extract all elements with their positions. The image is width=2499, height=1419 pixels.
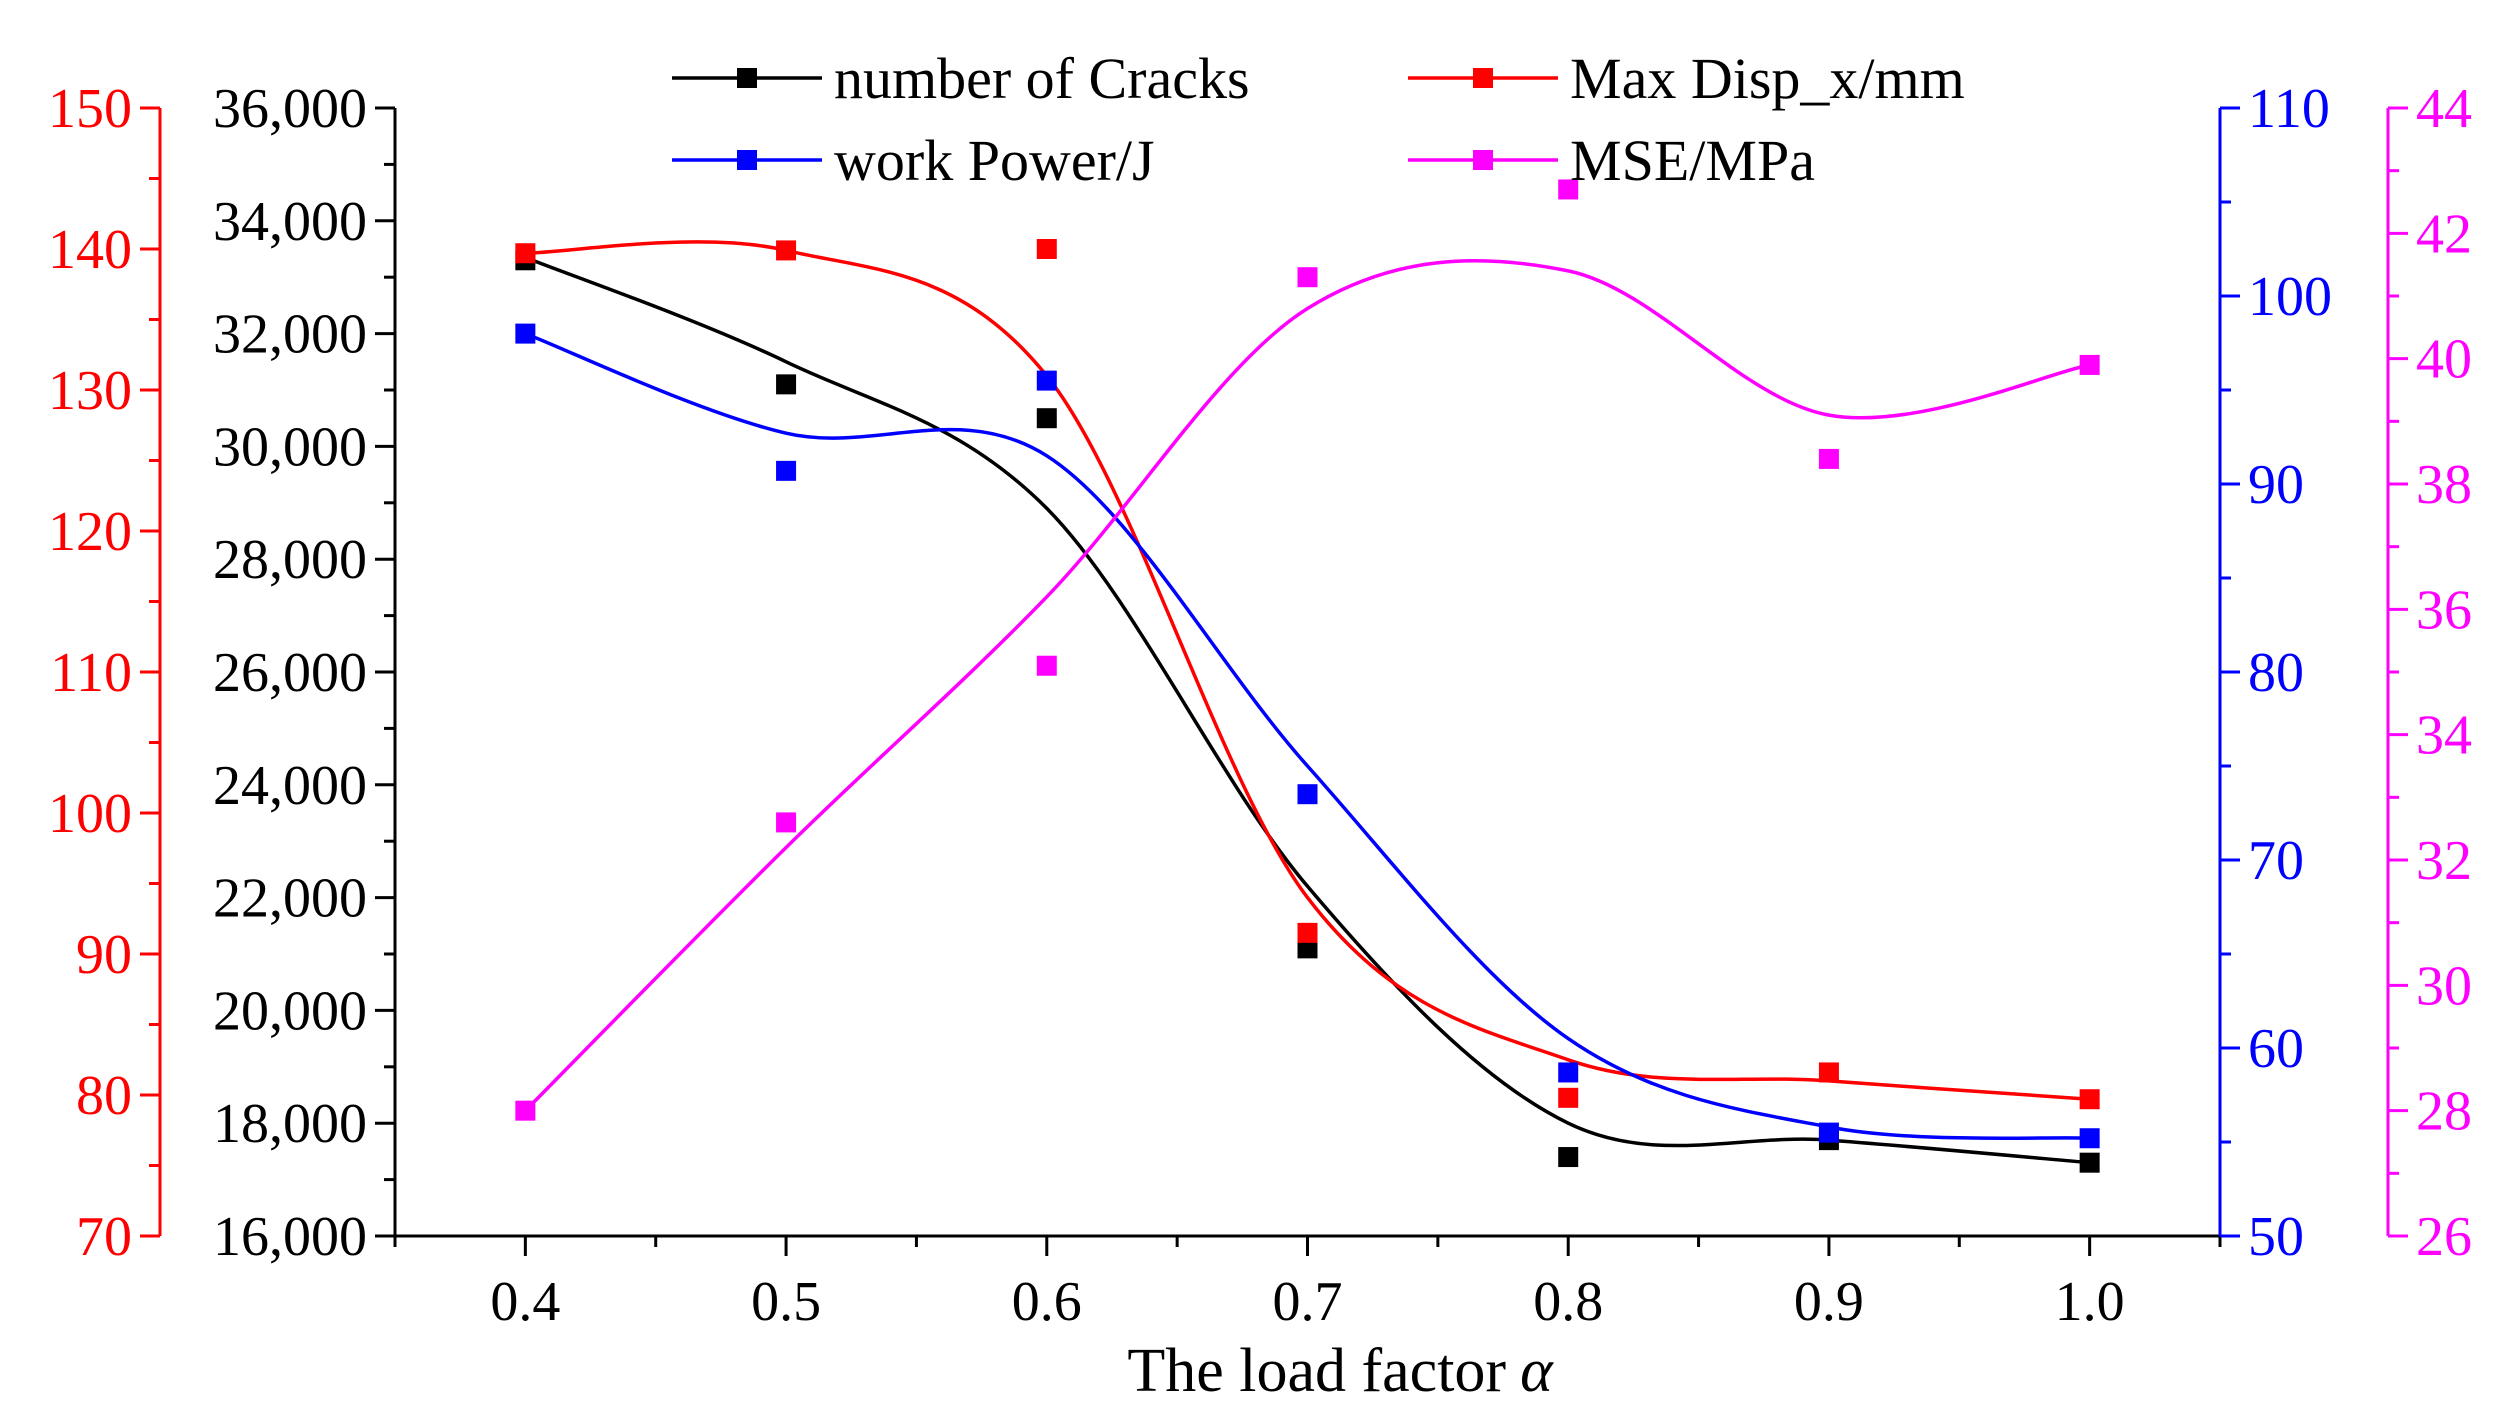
- legend-label-mse: MSE/MPa: [1570, 128, 1815, 193]
- y-tick-label-mse: 32: [2416, 830, 2472, 892]
- y-tick-label-power: 60: [2248, 1018, 2304, 1080]
- data-point-disp: [2079, 1089, 2100, 1110]
- y-tick-label-mse: 40: [2416, 329, 2472, 391]
- fit-line-disp: [525, 240, 2090, 1101]
- data-point-cracks: [1036, 408, 1057, 429]
- x-axis-label: The load factor α: [1127, 1337, 1554, 1405]
- y-tick-label-cracks: 20,000: [213, 980, 367, 1042]
- y-tick-label-mse: 30: [2416, 955, 2472, 1017]
- legend-label-disp: Max Disp_x/mm: [1570, 46, 1965, 111]
- series-layer: [515, 179, 2100, 1173]
- data-point-disp: [1558, 1087, 1579, 1108]
- y-tick-label-cracks: 24,000: [213, 755, 367, 817]
- y-tick-label-power: 110: [2248, 78, 2330, 140]
- x-tick-label: 0.4: [490, 1271, 560, 1333]
- y-tick-label-disp: 70: [76, 1206, 132, 1268]
- x-axis-label-text: The load factor: [1127, 1337, 1506, 1405]
- x-tick-label: 0.7: [1273, 1271, 1343, 1333]
- y-tick-label-cracks: 30,000: [213, 416, 367, 478]
- y-tick-label-power: 70: [2248, 830, 2304, 892]
- data-point-power: [1036, 370, 1057, 391]
- x-tick-label: 0.5: [751, 1271, 821, 1333]
- data-point-cracks: [776, 374, 797, 395]
- data-point-mse: [2079, 354, 2100, 375]
- y-tick-label-disp: 80: [76, 1065, 132, 1127]
- data-point-disp: [1036, 239, 1057, 259]
- y-tick-label-disp: 140: [48, 219, 132, 281]
- data-point-power: [2079, 1128, 2100, 1149]
- data-point-mse: [1558, 179, 1579, 200]
- data-point-mse: [776, 812, 797, 833]
- y-tick-label-disp: 100: [48, 783, 132, 845]
- data-point-power: [1297, 784, 1318, 805]
- legend-label-cracks: number of Cracks: [834, 46, 1250, 111]
- y-tick-label-cracks: 16,000: [213, 1206, 367, 1268]
- data-point-disp: [515, 243, 536, 264]
- y-tick-label-mse: 38: [2416, 454, 2472, 516]
- data-point-mse: [1818, 448, 1839, 469]
- data-point-disp: [776, 240, 797, 261]
- fit-line-mse: [524, 258, 2090, 1112]
- y-tick-label-cracks: 32,000: [213, 304, 367, 366]
- y-tick-label-power: 90: [2248, 454, 2304, 516]
- y-tick-label-mse: 44: [2416, 78, 2472, 140]
- data-point-disp: [1297, 922, 1318, 943]
- y-tick-label-power: 50: [2248, 1206, 2304, 1268]
- y-tick-label-power: 100: [2248, 266, 2332, 328]
- legend-marker-disp: [1473, 68, 1493, 88]
- data-point-cracks: [1297, 938, 1318, 959]
- y-tick-label-mse: 34: [2416, 705, 2472, 767]
- y-tick-label-disp: 120: [48, 501, 132, 563]
- y-tick-label-mse: 28: [2416, 1081, 2472, 1143]
- y-tick-label-disp: 110: [50, 642, 132, 704]
- x-tick-label: 1.0: [2055, 1271, 2125, 1333]
- y-tick-label-mse: 42: [2416, 203, 2472, 265]
- x-tick-label: 0.8: [1533, 1271, 1603, 1333]
- y-tick-label-cracks: 18,000: [213, 1093, 367, 1155]
- legend-marker-cracks: [737, 68, 757, 88]
- y-tick-label-cracks: 22,000: [213, 868, 367, 930]
- y-tick-label-mse: 36: [2416, 579, 2472, 641]
- data-point-power: [776, 460, 797, 481]
- y-tick-label-cracks: 34,000: [213, 191, 367, 253]
- y-tick-label-disp: 90: [76, 924, 132, 986]
- data-point-cracks: [2079, 1152, 2100, 1173]
- data-point-mse: [515, 1100, 536, 1121]
- data-point-cracks: [1558, 1147, 1579, 1168]
- y-tick-label-cracks: 36,000: [213, 78, 367, 140]
- y-tick-label-disp: 150: [48, 78, 132, 140]
- y-tick-label-power: 80: [2248, 642, 2304, 704]
- data-point-power: [515, 323, 536, 344]
- x-tick-label: 0.6: [1012, 1271, 1082, 1333]
- data-point-disp: [1818, 1062, 1839, 1083]
- legend-label-power: work Power/J: [834, 128, 1155, 193]
- data-point-power: [1818, 1122, 1839, 1143]
- legend-marker-mse: [1473, 150, 1493, 170]
- data-point-mse: [1036, 655, 1057, 676]
- axes-layer: 0.4 0.5 0.6 0.7 0.8 0.9 1.0 16,000 18,000 20,000 2…: [48, 78, 2472, 1333]
- y-tick-label-disp: 130: [48, 360, 132, 422]
- x-tick-label: 0.9: [1794, 1271, 1864, 1333]
- y-tick-label-cracks: 26,000: [213, 642, 367, 704]
- y-tick-label-cracks: 28,000: [213, 529, 367, 591]
- data-point-power: [1558, 1062, 1579, 1083]
- x-axis-label-symbol: α: [1520, 1337, 1554, 1405]
- y-tick-label-mse: 26: [2416, 1206, 2472, 1268]
- data-point-mse: [1297, 267, 1318, 288]
- legend-marker-power: [737, 150, 757, 170]
